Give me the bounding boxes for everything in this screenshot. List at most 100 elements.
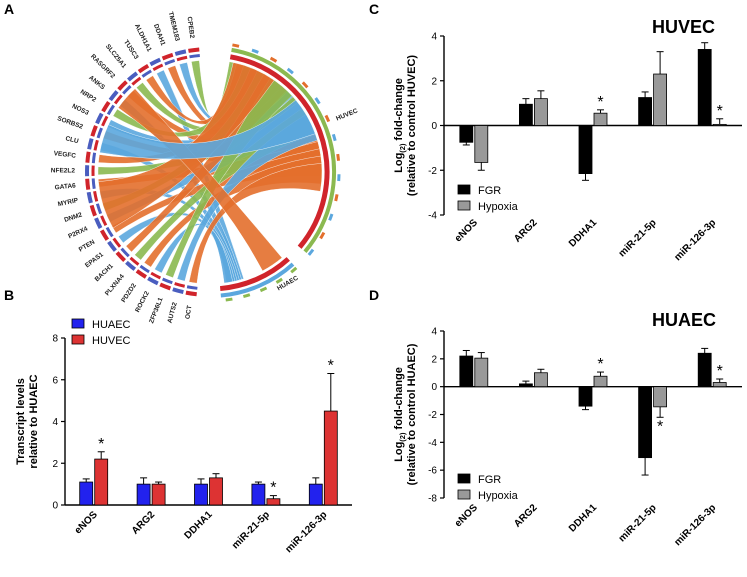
legend-label: FGR	[478, 185, 501, 197]
bar-fgr-3	[638, 97, 652, 126]
gene-arc-inner	[150, 271, 162, 280]
category-label: eNOS	[453, 217, 480, 244]
gene-arc-inner	[176, 55, 188, 62]
panel-letter-b: B	[4, 287, 14, 303]
gene-arc-outer	[85, 151, 91, 163]
gene-label: PDZD2	[120, 282, 138, 304]
gene-arc-outer	[185, 290, 197, 297]
bar-hypoxia-4	[712, 123, 727, 126]
gene-arc-inner	[105, 226, 114, 238]
significance-star: *	[328, 357, 334, 374]
gene-label: AUTS2	[167, 301, 179, 324]
gene-arc-outer	[89, 204, 97, 217]
category-label: ARG2	[512, 502, 540, 530]
bar-huaec-2	[194, 483, 208, 506]
significance-star: *	[597, 94, 603, 111]
y-tick-label: 4	[431, 327, 437, 338]
gene-arc-inner	[162, 277, 173, 285]
y-tick-label: -2	[428, 410, 437, 421]
gene-arc-inner	[189, 53, 200, 59]
bar-chart-d: -8 -6 -4 -2 0 2 4 eNOS ARG2 DDHA1 miR-21-5p miR-126…	[393, 310, 742, 548]
bar-chart-c: -4 -2 0 2 4 eNOS ARG2 DDHA1 miR-21-5p miR-126-3p *…	[393, 17, 742, 263]
y-label-subscript: (2)	[398, 143, 407, 153]
gene-arc-outer	[188, 47, 200, 53]
y-tick-label: 0	[431, 121, 437, 132]
gene-arc-inner	[106, 104, 115, 116]
bar-huvec-2	[209, 477, 223, 506]
gene-label: SORBS2	[56, 115, 84, 131]
bar-huvec-4	[323, 410, 338, 506]
category-label: miR-21-5p	[617, 502, 659, 544]
y-tick-label: 6	[52, 375, 58, 386]
gene-arc-outer	[147, 276, 159, 286]
bar-huaec-4	[308, 483, 323, 506]
rim-fleck	[251, 48, 259, 54]
category-label: DDHA1	[567, 502, 599, 534]
rim-fleck	[269, 56, 278, 63]
gene-label: ZFP36L1	[148, 296, 165, 324]
gene-label: NFE2L2	[51, 167, 76, 174]
rim-fleck	[328, 213, 334, 221]
significance-star: *	[657, 418, 663, 435]
gene-label: ALDH1A1	[133, 23, 153, 53]
y-axis-label: Transcript levelsrelative to HUAEC	[15, 374, 40, 468]
y-tick-label: 0	[431, 382, 437, 393]
y-label-line1: Log	[393, 153, 405, 173]
y-tick-label: -8	[428, 494, 437, 505]
category-label: miR-126-3p	[284, 509, 330, 555]
y-tick-label: -4	[428, 438, 437, 449]
gene-arc-outer	[159, 282, 172, 291]
significance-star: *	[717, 363, 723, 380]
gene-arc-inner	[139, 264, 150, 274]
gene-arc-outer	[137, 63, 150, 74]
category-label: miR-126-3p	[672, 217, 718, 263]
y-label-line2: (relative to control HUAEC)	[406, 343, 418, 485]
bar-hypoxia-3	[653, 73, 667, 126]
y-label-line1: Log	[393, 442, 405, 462]
y-tick-label: -2	[428, 166, 437, 177]
gene-label: ROCK2	[134, 290, 151, 314]
ring-label-huvec: HUVEC	[335, 107, 359, 122]
y-label-line: relative to HUAEC	[28, 374, 40, 468]
bar-hypoxia-0	[474, 357, 489, 388]
category-label: eNOS	[73, 509, 100, 536]
gene-label: EPAS1	[84, 251, 105, 269]
rim-fleck	[319, 231, 326, 240]
gene-arc-inner	[93, 139, 99, 151]
gene-label: CPEB2	[185, 16, 195, 39]
gene-arc-outer	[117, 80, 128, 91]
legend-label: Hypoxia	[478, 490, 519, 502]
huaec-arc-inner	[219, 257, 290, 292]
bar-huvec-3	[266, 498, 281, 506]
rim-fleck	[331, 133, 337, 142]
gene-arc-inner	[174, 282, 186, 288]
panel-letter-d: D	[369, 287, 379, 303]
gene-arc-inner	[131, 76, 142, 86]
rim-fleck	[275, 277, 283, 284]
legend-swatch	[71, 334, 85, 345]
y-tick-label: 4	[52, 417, 58, 428]
legend-label: Hypoxia	[478, 201, 519, 213]
gene-arc-inner	[101, 115, 109, 127]
y-label-line: Transcript levels	[15, 378, 27, 465]
gene-arc-outer	[161, 52, 174, 61]
y-axis-label: Log(2) fold-change(relative to control H…	[393, 343, 418, 485]
gene-label: ANKS	[87, 74, 106, 91]
bar-hypoxia-3	[653, 386, 667, 408]
gene-arc-inner	[120, 247, 130, 258]
gene-label: TUSC3	[122, 39, 140, 61]
gene-arc-outer	[107, 240, 117, 252]
gene-label: P2RX4	[67, 225, 89, 240]
bar-fgr-1	[519, 383, 533, 388]
bar-hypoxia-2	[593, 112, 608, 126]
significance-star: *	[270, 480, 276, 497]
rim-fleck	[242, 293, 251, 299]
gene-arc-inner	[95, 203, 103, 215]
bar-hypoxia-2	[593, 375, 608, 388]
gene-arc-inner	[164, 59, 176, 66]
bar-hypoxia-1	[534, 372, 548, 388]
gene-arc-outer	[115, 251, 126, 262]
legend-swatch	[457, 200, 471, 211]
gene-label: CLU	[65, 135, 80, 145]
gene-arc-outer	[108, 90, 119, 102]
